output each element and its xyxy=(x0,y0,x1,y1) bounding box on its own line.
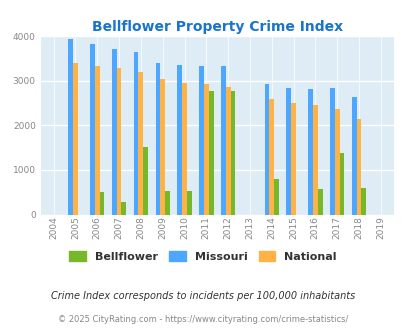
Bar xyxy=(273,179,278,214)
Bar xyxy=(133,52,138,214)
Bar xyxy=(360,188,365,215)
Legend: Bellflower, Missouri, National: Bellflower, Missouri, National xyxy=(65,247,340,267)
Bar xyxy=(329,88,334,214)
Bar xyxy=(312,105,317,214)
Bar xyxy=(73,63,78,214)
Bar xyxy=(334,109,339,214)
Bar xyxy=(203,84,208,214)
Title: Bellflower Property Crime Index: Bellflower Property Crime Index xyxy=(92,20,342,34)
Bar xyxy=(177,65,182,214)
Bar xyxy=(307,89,312,214)
Bar xyxy=(95,66,100,214)
Bar xyxy=(208,91,213,214)
Bar xyxy=(116,68,121,214)
Bar xyxy=(165,191,169,214)
Bar xyxy=(339,152,343,214)
Bar xyxy=(269,99,273,214)
Bar xyxy=(138,72,143,215)
Bar xyxy=(225,87,230,214)
Bar xyxy=(68,39,73,214)
Bar xyxy=(112,49,116,214)
Bar xyxy=(286,87,290,214)
Bar xyxy=(317,189,322,214)
Bar xyxy=(143,147,148,214)
Bar xyxy=(121,203,126,214)
Bar xyxy=(160,79,165,214)
Bar xyxy=(356,119,360,214)
Bar xyxy=(351,97,356,214)
Text: Crime Index corresponds to incidents per 100,000 inhabitants: Crime Index corresponds to incidents per… xyxy=(51,291,354,301)
Text: © 2025 CityRating.com - https://www.cityrating.com/crime-statistics/: © 2025 CityRating.com - https://www.city… xyxy=(58,315,347,324)
Bar xyxy=(198,66,203,214)
Bar xyxy=(155,63,160,214)
Bar xyxy=(230,91,235,214)
Bar xyxy=(186,191,191,214)
Bar xyxy=(264,84,269,214)
Bar xyxy=(220,66,225,214)
Bar xyxy=(90,44,95,214)
Bar xyxy=(182,83,186,214)
Bar xyxy=(290,103,295,214)
Bar xyxy=(100,192,104,214)
